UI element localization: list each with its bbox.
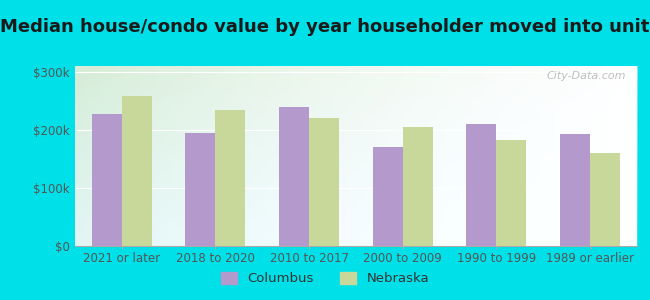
Bar	[279, 106, 309, 246]
Bar	[590, 153, 620, 246]
Bar	[215, 110, 245, 246]
Bar	[372, 147, 403, 246]
Bar	[122, 96, 151, 246]
Bar	[467, 124, 497, 246]
Bar	[309, 118, 339, 246]
Legend: Columbus, Nebraska: Columbus, Nebraska	[216, 266, 434, 290]
Text: City-Data.com: City-Data.com	[546, 71, 626, 81]
Bar	[560, 134, 590, 246]
Bar	[403, 127, 433, 246]
Text: Median house/condo value by year householder moved into unit: Median house/condo value by year househo…	[0, 18, 650, 36]
Bar	[497, 140, 526, 246]
Bar	[92, 114, 122, 246]
Bar	[185, 133, 215, 246]
